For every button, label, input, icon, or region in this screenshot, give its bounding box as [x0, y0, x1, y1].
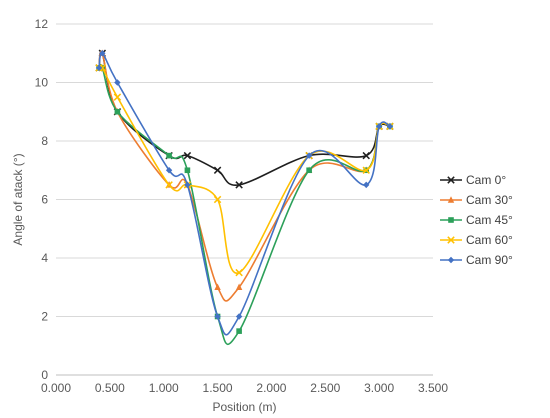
series-0-point-x-marker	[362, 151, 370, 160]
series-4-point-diamond-marker	[214, 313, 221, 320]
series-1-point-triangle-marker	[214, 283, 221, 291]
legend-4-diamond-marker	[447, 256, 455, 264]
legend-3-x-marker	[447, 236, 455, 244]
y-tick-label: 0	[41, 368, 48, 382]
series-3-point-x-marker	[362, 166, 370, 174]
series-4-group	[95, 50, 394, 336]
series-4-point-diamond-marker	[114, 79, 121, 86]
y-tick-label: 10	[35, 76, 49, 90]
x-tick-label: 3.500	[418, 381, 448, 395]
series-4-point-diamond-marker	[375, 123, 383, 130]
legend-1-triangle-marker	[447, 196, 455, 203]
series-4-point-diamond-marker	[184, 181, 191, 189]
legend: Cam 0° Cam 30° Cam 45° Cam 60° Cam 90°	[440, 173, 513, 267]
x-tick-label: 2.000	[256, 381, 286, 395]
series-0-point-x-marker	[235, 181, 243, 189]
series-2-point-square-marker	[166, 152, 172, 159]
y-axis-title: Angle of atack (°)	[11, 153, 25, 245]
legend-item-2: Cam 45°	[440, 213, 513, 227]
axes: 0 2 4 6 8 10 12 0.000 0.500 1.000 1.500 2.000 2.500 3…	[35, 17, 449, 395]
series-4-point-diamond-marker	[165, 167, 173, 174]
y-tick-label: 12	[35, 17, 49, 31]
legend-label: Cam 90°	[466, 253, 513, 267]
series-4-point-diamond-marker	[95, 64, 103, 72]
legend-item-1: Cam 30°	[440, 193, 513, 207]
legend-label: Cam 0°	[466, 173, 506, 187]
legend-item-0: Cam 0°	[440, 173, 506, 187]
y-tick-label: 4	[41, 251, 48, 265]
x-tick-label: 1.000	[149, 381, 179, 395]
series-4-point-diamond-marker	[99, 50, 106, 57]
series-2-group	[96, 63, 393, 345]
series-1-group	[95, 49, 394, 302]
series-2-point-square-marker	[184, 167, 191, 174]
x-tick-label: 2.500	[310, 381, 340, 395]
x-tick-label: 1.500	[203, 381, 233, 395]
series-3-point-x-marker	[113, 93, 122, 101]
series-0-point-x-marker	[213, 166, 222, 174]
x-tick-label: 3.000	[364, 381, 394, 395]
series-3-point-x-marker	[213, 195, 222, 204]
legend-item-3: Cam 60°	[440, 233, 513, 247]
series-4-line	[98, 52, 391, 336]
legend-label: Cam 45°	[466, 213, 513, 227]
y-tick-label: 2	[41, 310, 48, 324]
series-4-point-diamond-marker	[235, 313, 243, 320]
series-4-point-diamond-marker	[386, 123, 394, 130]
series-1-line	[98, 50, 391, 302]
series-0-point-x-marker	[183, 151, 192, 160]
series-3-group	[95, 64, 394, 277]
x-tick-label: 0.500	[95, 381, 125, 395]
series-2-point-square-marker	[306, 167, 312, 174]
series-2-line	[98, 63, 391, 345]
legend-0-x-marker	[447, 176, 455, 184]
series-3-point-x-marker	[98, 64, 107, 72]
series-3-point-x-marker	[165, 181, 173, 189]
series-4-point-diamond-marker	[363, 181, 370, 189]
series-2-point-square-marker	[114, 108, 121, 115]
series-area	[95, 49, 394, 345]
legend-label: Cam 60°	[466, 233, 513, 247]
series-1-point-triangle-marker	[235, 283, 243, 291]
legend-label: Cam 30°	[466, 193, 513, 207]
legend-2-square-marker	[448, 217, 454, 223]
x-axis-title: Position (m)	[212, 400, 276, 414]
y-tick-label: 6	[41, 193, 48, 207]
series-3-point-x-marker	[235, 268, 243, 277]
series-0-group	[95, 49, 394, 189]
x-tick-label: 0.000	[41, 381, 71, 395]
y-tick-label: 8	[41, 134, 48, 148]
series-4-point-diamond-marker	[305, 152, 313, 159]
series-2-point-square-marker	[236, 328, 242, 334]
legend-item-4: Cam 90°	[440, 253, 513, 267]
